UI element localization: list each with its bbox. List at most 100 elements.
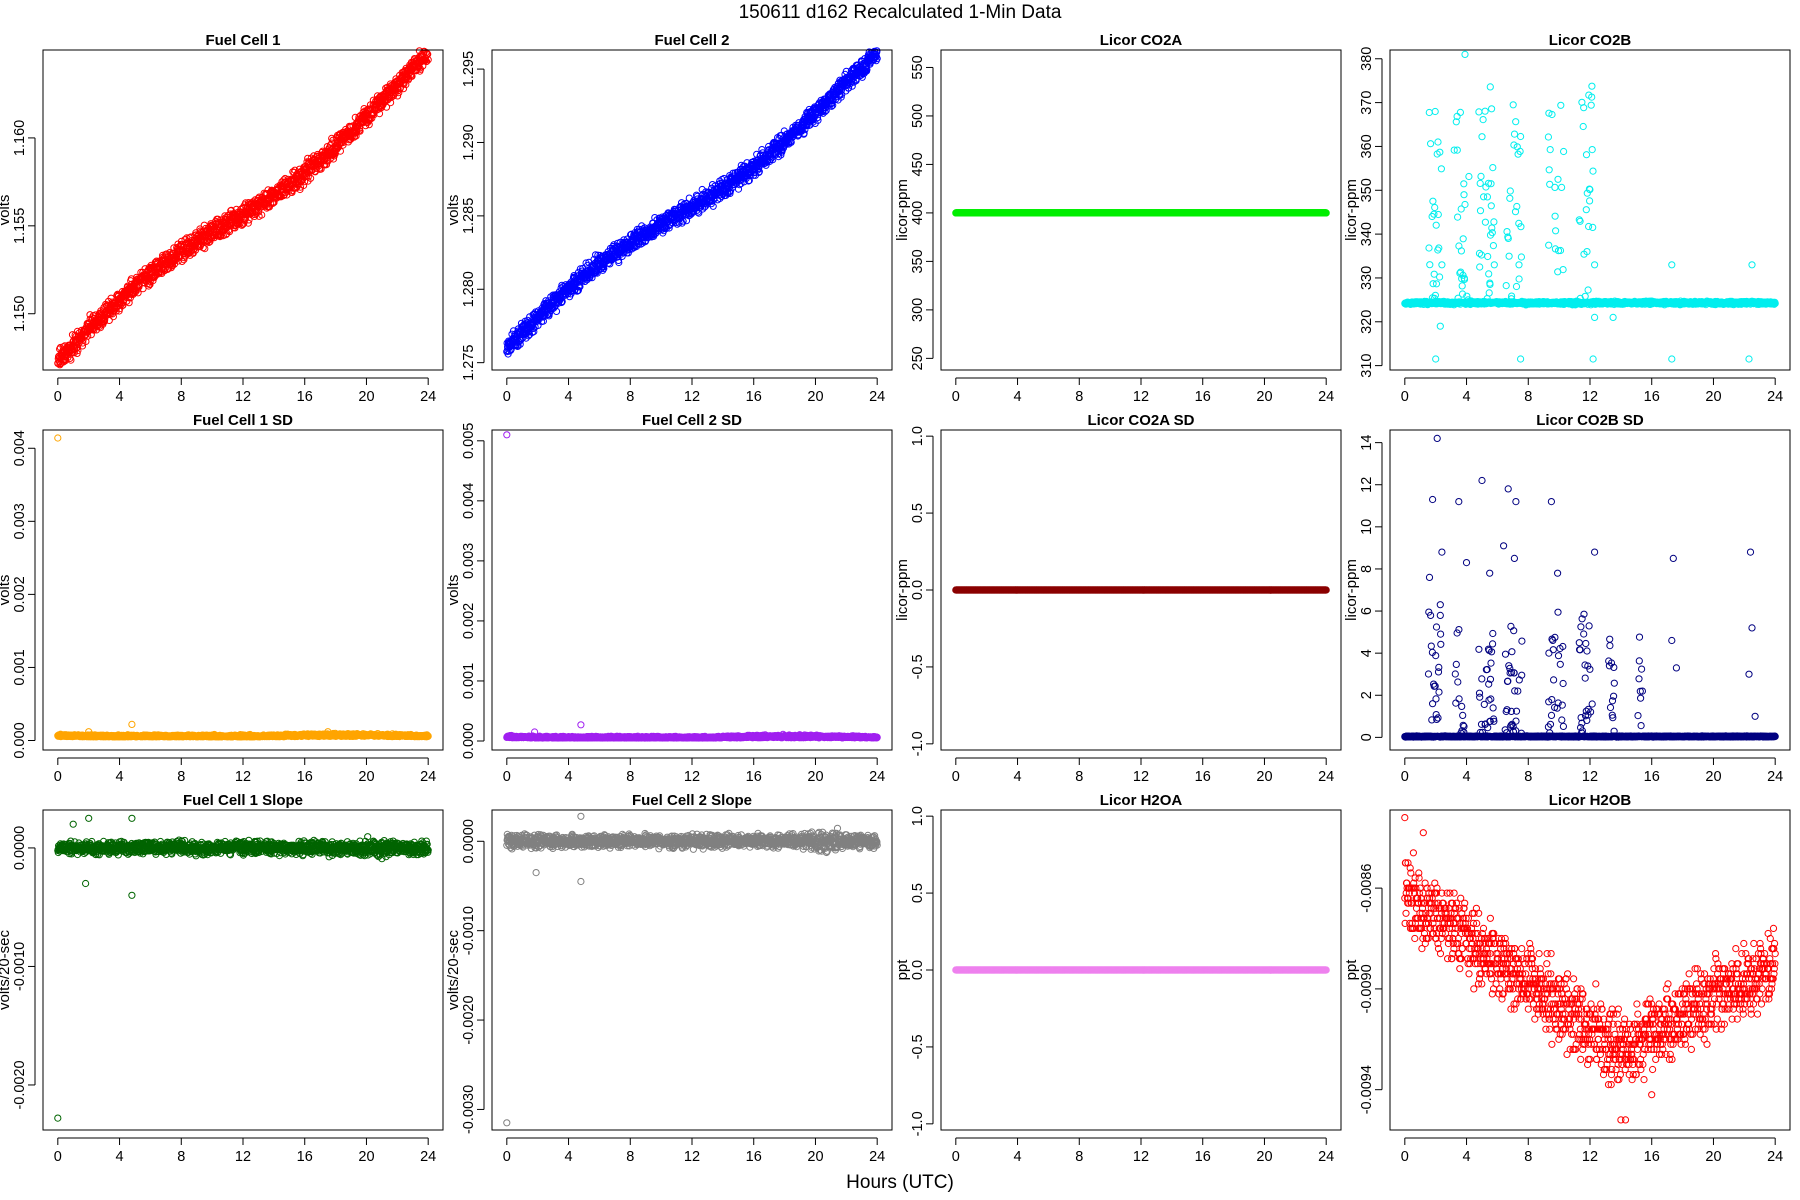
data-point <box>66 354 74 362</box>
data-point <box>1429 197 1437 205</box>
data-point <box>1459 235 1467 243</box>
data-point <box>244 219 252 227</box>
data-point <box>1456 108 1465 117</box>
data-points <box>54 47 432 369</box>
x-axis: 0 4 8 12 16 20 24 <box>503 377 885 405</box>
data-point <box>1506 187 1514 195</box>
data-point <box>1512 282 1521 291</box>
x-tick-label: 12 <box>1133 389 1149 405</box>
x-tick-label: 0 <box>503 389 511 405</box>
data-point <box>1460 191 1468 199</box>
data-point <box>1431 107 1439 116</box>
data-point <box>1457 247 1466 255</box>
y-tick-label: 1.150 <box>12 296 28 332</box>
data-point <box>1506 194 1514 202</box>
y-tick-label: 400 <box>910 201 926 225</box>
data-point <box>1476 207 1485 215</box>
figure-title: 150611 d162 Recalculated 1-Min Data <box>739 2 1062 23</box>
x-tick-label: 8 <box>1075 389 1083 405</box>
data-point <box>1432 221 1440 229</box>
data-point <box>1510 130 1519 138</box>
data-point <box>1478 133 1486 141</box>
x-tick-label: 24 <box>420 389 436 405</box>
data-point <box>1545 241 1553 249</box>
data-point <box>1431 203 1439 212</box>
data-point <box>1479 116 1487 124</box>
data-point <box>1481 107 1489 115</box>
x-axis: 0 4 8 12 16 20 24 <box>54 377 436 405</box>
x-tick-label: 8 <box>177 389 185 405</box>
y-tick-label: 1.290 <box>461 124 477 160</box>
data-point <box>1509 101 1517 109</box>
data-points <box>1401 50 1779 363</box>
data-points <box>503 47 881 358</box>
x-tick-label: 12 <box>684 389 700 405</box>
data-point <box>1460 180 1468 188</box>
data-point <box>1512 118 1520 126</box>
x-tick-label: 8 <box>626 389 634 405</box>
data-point <box>1427 140 1435 148</box>
x-tick-label: 24 <box>1318 389 1334 405</box>
data-point <box>1481 218 1490 226</box>
y-tick-label: 1.160 <box>12 120 28 156</box>
x-tick-label: 4 <box>1014 389 1022 405</box>
panel-title: Fuel Cell 1 <box>205 32 280 49</box>
data-point <box>1425 108 1433 117</box>
data-point <box>1434 210 1442 219</box>
data-point <box>1485 270 1493 278</box>
data-point <box>1489 242 1498 250</box>
y-tick-label: 300 <box>910 298 926 322</box>
x-tick-label: 20 <box>1256 389 1272 405</box>
data-point <box>1458 282 1466 290</box>
data-point <box>1454 213 1462 221</box>
x-tick-label: 12 <box>235 389 251 405</box>
data-point <box>112 307 120 315</box>
data-point <box>1434 138 1442 146</box>
data-point <box>1545 166 1553 174</box>
data-point <box>70 349 78 357</box>
data-point <box>1490 218 1498 226</box>
data-point <box>1484 252 1492 261</box>
data-point <box>1546 146 1554 154</box>
data-point <box>1517 253 1526 261</box>
x-tick-label: 4 <box>116 389 124 405</box>
x-tick-label: 16 <box>297 389 313 405</box>
panel-title: Fuel Cell 2 <box>654 32 729 49</box>
data-point <box>109 313 118 321</box>
x-tick-label: 20 <box>807 389 823 405</box>
data-point <box>1488 105 1496 113</box>
data-point <box>1515 275 1523 283</box>
data-point <box>251 210 259 218</box>
data-point <box>1475 108 1483 116</box>
y-tick-label: 1.280 <box>461 271 477 307</box>
data-point <box>258 211 266 219</box>
data-point <box>1437 165 1446 173</box>
y-tick-label: 450 <box>910 152 926 176</box>
data-point <box>1477 251 1486 259</box>
data-point <box>1486 83 1494 91</box>
data-point <box>1476 179 1484 187</box>
x-tick-label: 4 <box>565 389 573 405</box>
data-point <box>178 257 186 265</box>
y-tick-label: 1.155 <box>12 208 28 244</box>
data-point <box>74 346 82 355</box>
data-point <box>1477 172 1485 180</box>
panel-p2: Fuel Cell 20 4 8 12 16 20 241.2751.2801.2851.2… <box>445 32 893 405</box>
data-point <box>1505 252 1513 260</box>
panel-p1: Fuel Cell 10 4 8 12 16 20 241.1501.1551.160vol… <box>0 32 444 405</box>
x-axis: 0 4 8 12 16 20 24 <box>952 377 1334 405</box>
y-axis-label: volts <box>0 195 13 226</box>
y-tick-label: 550 <box>910 55 926 79</box>
x-tick-label: 0 <box>952 389 960 405</box>
y-tick-label: 350 <box>910 249 926 273</box>
y-axis-label: volts <box>445 195 462 226</box>
y-axis: 1.150 1.155 1.160 <box>12 120 36 332</box>
data-point <box>1502 282 1510 290</box>
y-tick-label: 1.275 <box>461 345 477 381</box>
data-point <box>1436 273 1444 281</box>
data-point <box>1426 261 1434 269</box>
y-tick-label: 250 <box>910 346 926 370</box>
